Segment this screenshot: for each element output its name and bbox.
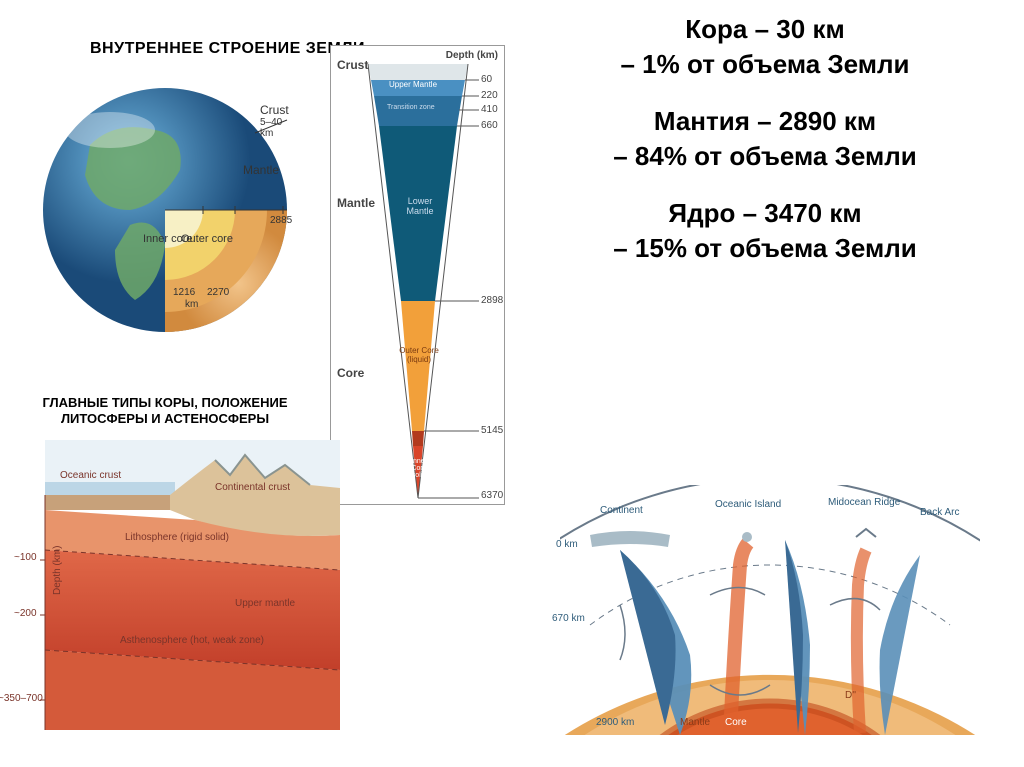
cone-svg xyxy=(331,46,506,504)
cone-l-mantle: Mantle xyxy=(337,196,375,210)
m-d0: 0 km xyxy=(556,539,578,550)
fact-core: Ядро – 3470 км – 15% от объема Земли xyxy=(535,196,995,266)
cone-in-outer: Outer Core (liquid) xyxy=(397,346,441,364)
m-d2900: 2900 km xyxy=(596,717,634,728)
m-continent: Continent xyxy=(600,505,643,516)
cs-continental: Continental crust xyxy=(215,482,290,493)
cs-depth-axis: Depth (km) xyxy=(52,546,63,595)
cs-d100: ~100 xyxy=(14,552,37,563)
globe-r3: 2885 xyxy=(270,215,292,226)
m-mantle: Mantle xyxy=(680,717,710,728)
title-internal-structure: ВНУТРЕННЕЕ СТРОЕНИЕ ЗЕМЛИ xyxy=(90,40,365,58)
cone-l-core: Core xyxy=(337,366,364,380)
cs-d350: ~350–700 xyxy=(0,693,43,704)
m-ocean-island: Oceanic Island xyxy=(715,499,781,510)
globe-svg xyxy=(35,75,295,335)
mantle-svg xyxy=(560,485,980,735)
cone-d-220: 220 xyxy=(481,90,498,101)
facts-block: Кора – 30 км – 1% от объема Земли Мантия… xyxy=(535,12,995,289)
fact-crust: Кора – 30 км – 1% от объема Земли xyxy=(535,12,995,82)
m-backarc: Back Arc xyxy=(920,507,959,518)
fact-mantle-l1: Мантия – 2890 км xyxy=(535,104,995,139)
fact-mantle-l2: – 84% от объема Земли xyxy=(535,139,995,174)
globe-label-inner: Inner core xyxy=(143,233,193,245)
globe-km: km xyxy=(185,299,198,310)
cs-oceanic: Oceanic crust xyxy=(60,470,121,481)
crust-svg xyxy=(20,440,340,730)
fact-core-l1: Ядро – 3470 км xyxy=(535,196,995,231)
cone-in-inner: Inner Core (solid) xyxy=(405,458,433,479)
cone-l-crust: Crust xyxy=(337,58,368,72)
cone-in-lower: Lower Mantle xyxy=(395,196,445,216)
cone-depth-title: Depth (km) xyxy=(446,50,498,61)
cs-litho: Lithosphere (rigid solid) xyxy=(125,532,229,543)
fact-mantle: Мантия – 2890 км – 84% от объема Земли xyxy=(535,104,995,174)
cs-upper: Upper mantle xyxy=(235,598,295,609)
m-d670: 670 km xyxy=(552,613,585,624)
fact-crust-l2: – 1% от объема Земли xyxy=(535,47,995,82)
m-midridge: Midocean Ridge xyxy=(828,497,900,508)
cone-d-60: 60 xyxy=(481,74,492,85)
cone-d-2898: 2898 xyxy=(481,295,503,306)
fact-core-l2: – 15% от объема Земли xyxy=(535,231,995,266)
globe-label-crust: Crust xyxy=(260,103,289,117)
crust-cross-section: Oceanic crust Continental crust Lithosph… xyxy=(20,440,340,730)
cone-d-5145: 5145 xyxy=(481,425,503,436)
m-dprime: D'' xyxy=(845,690,856,701)
mantle-convection-diagram: Continent Oceanic Island Midocean Ridge … xyxy=(560,485,980,735)
globe-r1: 1216 xyxy=(173,287,195,298)
m-core: Core xyxy=(725,717,747,728)
title-crust-types: ГЛАВНЫЕ ТИПЫ КОРЫ, ПОЛОЖЕНИЕ ЛИТОСФЕРЫ И… xyxy=(15,395,315,428)
cs-asth: Asthenosphere (hot, weak zone) xyxy=(120,635,264,646)
cs-d200: ~200 xyxy=(14,608,37,619)
cone-in-upper: Upper Mantle xyxy=(389,80,437,89)
globe-label-mantle: Mantle xyxy=(243,163,279,177)
cone-d-6370: 6370 xyxy=(481,490,503,501)
depth-cone-diagram: Depth (km) 60 220 410 660 2898 5145 6370… xyxy=(330,45,505,505)
globe-label-crust-val: 5–40 km xyxy=(260,117,295,139)
globe-r2: 2270 xyxy=(207,287,229,298)
cone-in-trans: Transition zone xyxy=(387,104,435,111)
cone-d-660: 660 xyxy=(481,120,498,131)
cone-d-410: 410 xyxy=(481,104,498,115)
globe-diagram: Crust 5–40 km Mantle Outer core Inner co… xyxy=(15,75,315,365)
fact-crust-l1: Кора – 30 км xyxy=(535,12,995,47)
